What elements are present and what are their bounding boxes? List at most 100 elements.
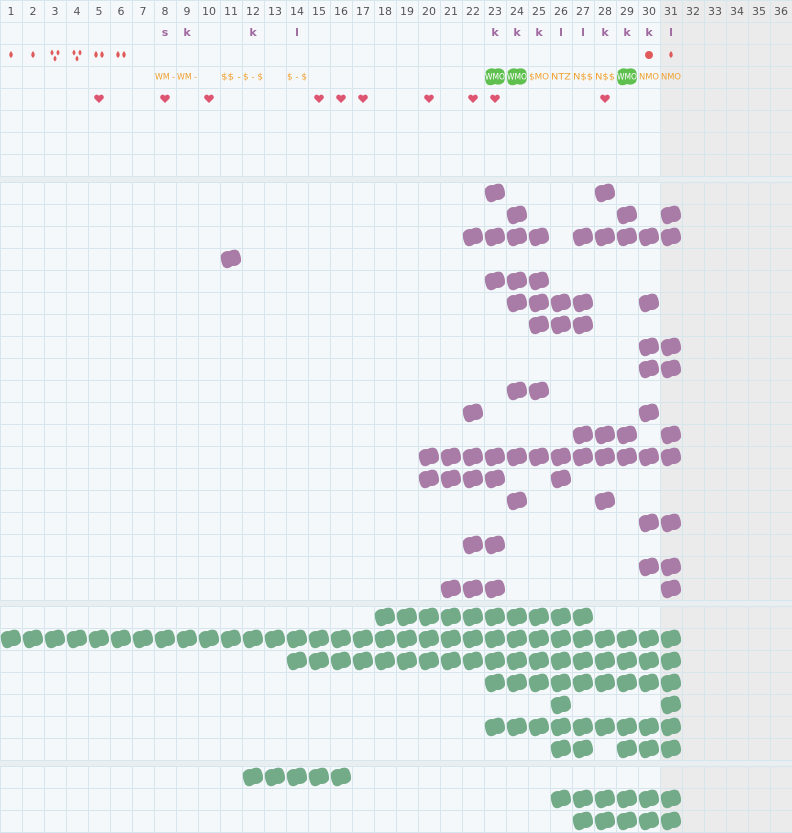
entry-blob [506,673,528,693]
entry-blob [660,673,682,693]
entry-blob [660,227,682,247]
note-letter: l [559,26,563,39]
entry-blob [154,629,176,649]
entry-blob [616,629,638,649]
note-label: NMO [639,73,659,83]
drop [94,51,98,58]
drop [31,51,35,58]
note-letter: l [295,26,299,39]
entry-blob [660,811,682,831]
note-label: WMO [507,73,527,83]
entry-blob [440,469,462,489]
entry-blob [308,651,330,671]
day-number: 7 [140,5,147,18]
day-number: 29 [620,5,634,18]
entry-blob [484,271,506,291]
day-number: 2 [30,5,37,18]
entry-blob [638,403,660,423]
entry-blob [550,739,572,759]
day-number: 17 [356,5,370,18]
entry-blob [550,293,572,313]
note-letter: k [249,26,257,39]
entry-blob [550,789,572,809]
entry-blob [286,629,308,649]
entry-blob [528,629,550,649]
entry-blob [374,651,396,671]
day-number: 32 [686,5,700,18]
entry-blob [660,359,682,379]
drop-group [50,49,60,62]
day-number: 11 [224,5,238,18]
entry-blob [594,811,616,831]
drop [116,51,120,58]
heart [204,94,214,103]
note-label: NTZ [551,73,571,83]
note-label: $MO [529,73,549,83]
day-number: 21 [444,5,458,18]
entry-blob [572,651,594,671]
entry-blob [638,673,660,693]
note-label: WMO [617,73,637,83]
entry-blob [418,651,440,671]
entry-blob [528,227,550,247]
entry-blob [616,425,638,445]
note-letter: k [645,26,653,39]
entry-blob [660,789,682,809]
day-number: 26 [554,5,568,18]
entry-blob [638,337,660,357]
entry-blob [352,651,374,671]
entry-blob [594,673,616,693]
note-label: $ - $ [287,73,307,83]
heart [336,94,346,103]
entry-blob [616,447,638,467]
note-label: WMO [485,73,505,83]
day-number: 12 [246,5,260,18]
entry-blob [506,271,528,291]
drop-group [94,51,104,58]
day-number: 4 [74,5,81,18]
day-number: 28 [598,5,612,18]
entry-blob [660,739,682,759]
entry-blob [528,315,550,335]
note-letter: s [162,26,169,39]
entry-blob [506,293,528,313]
heart [160,94,170,103]
entry-blob [528,673,550,693]
entry-blob [286,651,308,671]
entry-blob [462,447,484,467]
note-label: $ - $ [243,73,263,83]
entry-blob [506,447,528,467]
entry-blob [0,629,22,649]
entry-blob [572,607,594,627]
entry-blob [572,739,594,759]
day-number: 20 [422,5,436,18]
entry-blob [660,513,682,533]
day-number: 36 [774,5,788,18]
entry-blob [660,557,682,577]
day-number: 18 [378,5,392,18]
entry-blob [550,651,572,671]
drop [75,55,79,62]
entry-blob [440,447,462,467]
day-number: 35 [752,5,766,18]
entry-blob [352,629,374,649]
entry-blob [550,629,572,649]
note-label: N$$ [573,73,593,83]
entry-blob [484,469,506,489]
day-number: 31 [664,5,678,18]
day-number: 5 [96,5,103,18]
note-letter: k [183,26,191,39]
entry-blob [616,789,638,809]
entry-blob [594,183,616,203]
day-number: 10 [202,5,216,18]
entry-blob [638,789,660,809]
entry-blob [638,739,660,759]
entry-blob [594,425,616,445]
entry-blob [572,717,594,737]
entry-blob [528,271,550,291]
entry-blob [198,629,220,649]
entry-blob [550,469,572,489]
entry-blob [418,607,440,627]
entry-blob [308,629,330,649]
